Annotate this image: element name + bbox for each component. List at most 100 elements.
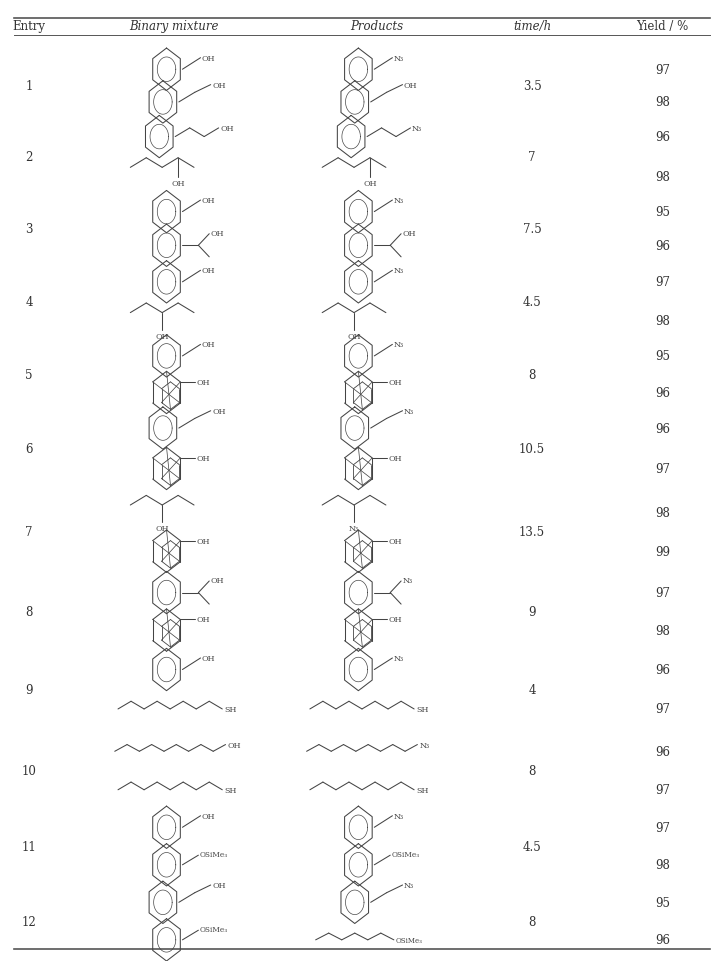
Text: 98: 98 — [655, 624, 670, 637]
Text: 97: 97 — [655, 586, 670, 600]
Text: N₃: N₃ — [394, 197, 404, 205]
Text: 9: 9 — [25, 683, 33, 696]
Text: Binary mixture: Binary mixture — [129, 20, 219, 34]
Text: OH: OH — [388, 616, 402, 624]
Text: OH: OH — [212, 82, 226, 89]
Text: OSiMe₃: OSiMe₃ — [200, 925, 228, 933]
Text: OSiMe₃: OSiMe₃ — [396, 936, 423, 944]
Text: 98: 98 — [655, 858, 670, 872]
Text: 98: 98 — [655, 171, 670, 185]
Text: 4: 4 — [25, 295, 33, 308]
Text: 10: 10 — [22, 764, 36, 777]
Text: 7: 7 — [25, 526, 33, 539]
Text: OH: OH — [211, 577, 224, 584]
Text: OH: OH — [228, 741, 241, 749]
Text: OH: OH — [212, 881, 226, 889]
Text: OH: OH — [211, 230, 224, 237]
Text: 1: 1 — [25, 80, 33, 93]
Text: N₃: N₃ — [394, 812, 404, 820]
Text: SH: SH — [224, 786, 237, 794]
Text: OH: OH — [212, 407, 226, 415]
Text: 8: 8 — [25, 605, 33, 618]
Text: OH: OH — [202, 812, 216, 820]
Text: SH: SH — [416, 705, 429, 713]
Text: OH: OH — [363, 180, 376, 187]
Text: 95: 95 — [655, 896, 670, 909]
Text: 96: 96 — [655, 745, 670, 758]
Text: OH: OH — [196, 379, 210, 386]
Text: OSiMe₃: OSiMe₃ — [392, 850, 420, 858]
Text: 96: 96 — [655, 386, 670, 400]
Text: 96: 96 — [655, 933, 670, 947]
Text: N₃: N₃ — [412, 125, 422, 133]
Text: SH: SH — [224, 705, 237, 713]
Text: 4: 4 — [529, 683, 536, 696]
Text: 9: 9 — [529, 605, 536, 618]
Text: 96: 96 — [655, 131, 670, 144]
Text: OH: OH — [404, 82, 418, 89]
Text: 97: 97 — [655, 462, 670, 476]
Text: 7.5: 7.5 — [523, 223, 542, 235]
Text: 97: 97 — [655, 783, 670, 797]
Text: OH: OH — [156, 525, 169, 532]
Text: OH: OH — [202, 267, 216, 275]
Text: 3: 3 — [25, 223, 33, 235]
Text: 6: 6 — [25, 442, 33, 456]
Text: 96: 96 — [655, 422, 670, 435]
Text: OH: OH — [202, 341, 216, 349]
Text: N₃: N₃ — [403, 577, 413, 584]
Text: OH: OH — [220, 125, 234, 133]
Text: 4.5: 4.5 — [523, 840, 542, 852]
Text: Products: Products — [350, 20, 403, 34]
Text: 96: 96 — [655, 663, 670, 677]
Text: 5: 5 — [25, 368, 33, 382]
Text: OH: OH — [172, 180, 185, 187]
Text: OH: OH — [196, 616, 210, 624]
Text: OH: OH — [388, 379, 402, 386]
Text: 97: 97 — [655, 276, 670, 289]
Text: OH: OH — [388, 537, 402, 545]
Text: time/h: time/h — [513, 20, 551, 34]
Text: 97: 97 — [655, 702, 670, 716]
Text: 98: 98 — [655, 506, 670, 520]
Text: OH: OH — [202, 55, 216, 62]
Text: OH: OH — [202, 654, 216, 662]
Text: 8: 8 — [529, 764, 536, 777]
Text: 11: 11 — [22, 840, 36, 852]
Text: 95: 95 — [655, 350, 670, 363]
Text: 8: 8 — [529, 915, 536, 927]
Text: OH: OH — [156, 333, 169, 340]
Text: OH: OH — [196, 455, 210, 462]
Text: 12: 12 — [22, 915, 36, 927]
Text: Yield / %: Yield / % — [636, 20, 689, 34]
Text: N₃: N₃ — [394, 341, 404, 349]
Text: N₃: N₃ — [394, 654, 404, 662]
Text: OH: OH — [202, 197, 216, 205]
Text: N₃: N₃ — [420, 741, 429, 749]
Text: 10.5: 10.5 — [519, 442, 545, 456]
Text: 95: 95 — [655, 206, 670, 219]
Text: N₃: N₃ — [404, 407, 414, 415]
Text: OH: OH — [388, 455, 402, 462]
Text: 13.5: 13.5 — [519, 526, 545, 539]
Text: 98: 98 — [655, 96, 670, 110]
Text: N₃: N₃ — [349, 525, 359, 532]
Text: 4.5: 4.5 — [523, 295, 542, 308]
Text: SH: SH — [416, 786, 429, 794]
Text: 98: 98 — [655, 314, 670, 328]
Text: 7: 7 — [529, 151, 536, 164]
Text: Entry: Entry — [12, 20, 46, 34]
Text: OH: OH — [196, 537, 210, 545]
Text: OH: OH — [403, 230, 416, 237]
Text: 96: 96 — [655, 239, 670, 253]
Text: 3.5: 3.5 — [523, 80, 542, 93]
Text: N₃: N₃ — [404, 881, 414, 889]
Text: OSiMe₃: OSiMe₃ — [200, 850, 228, 858]
Text: 97: 97 — [655, 821, 670, 834]
Text: N₃: N₃ — [394, 55, 404, 62]
Text: N₃: N₃ — [394, 267, 404, 275]
Text: 99: 99 — [655, 545, 670, 558]
Text: OH: OH — [348, 333, 361, 340]
Text: 2: 2 — [25, 151, 33, 164]
Text: 8: 8 — [529, 368, 536, 382]
